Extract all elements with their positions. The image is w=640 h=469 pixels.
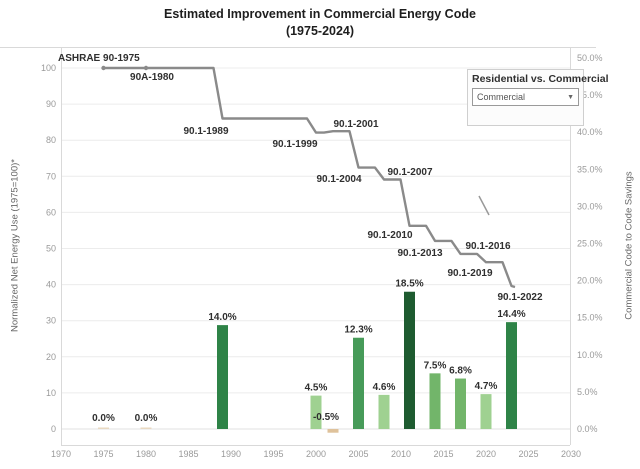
x-tick-label: 2020 xyxy=(476,449,496,459)
x-tick-label: 2030 xyxy=(561,449,581,459)
x-tick-label: 1970 xyxy=(51,449,71,459)
code-bar[interactable] xyxy=(378,394,390,429)
code-bar[interactable] xyxy=(455,378,466,429)
left-tick-label: 90 xyxy=(46,99,56,109)
left-tick-label: 80 xyxy=(46,135,56,145)
code-bar[interactable] xyxy=(140,427,152,430)
bar-value-label: 12.3% xyxy=(344,325,372,336)
x-tick-label: 1990 xyxy=(221,449,241,459)
energy-use-line[interactable] xyxy=(103,66,516,289)
code-bar[interactable] xyxy=(429,373,441,429)
code-annotation: 90.1-1989 xyxy=(183,126,228,137)
filter-panel: Residential vs. Commercial Commercial ▼ xyxy=(467,69,609,126)
right-tick-label: 35.0% xyxy=(577,164,603,174)
code-annotation: 90.1-1999 xyxy=(272,139,317,150)
code-bar[interactable] xyxy=(353,337,364,429)
left-tick-label: 30 xyxy=(46,316,56,326)
bar-value-label: 4.6% xyxy=(373,382,396,393)
left-tick-label: 20 xyxy=(46,352,56,362)
commercial-dropdown[interactable]: Commercial ▼ xyxy=(472,88,579,106)
right-tick-label: 5.0% xyxy=(577,387,598,397)
x-tick-label: 2005 xyxy=(348,449,368,459)
left-tick-label: 0 xyxy=(51,424,56,434)
bar-value-label: 18.5% xyxy=(395,279,423,290)
chart-title: Estimated Improvement in Commercial Ener… xyxy=(164,7,476,21)
left-tick-label: 50 xyxy=(46,244,56,254)
bar-value-label: 14.0% xyxy=(208,312,236,323)
right-tick-label: 45.0% xyxy=(577,90,603,100)
code-annotation: 90A-1980 xyxy=(130,72,174,83)
code-annotation: 90.1-2004 xyxy=(316,174,361,185)
right-tick-label: 40.0% xyxy=(577,127,603,137)
left-tick-label: 70 xyxy=(46,171,56,181)
x-tick-label: 2015 xyxy=(433,449,453,459)
code-annotation: 90.1-2001 xyxy=(333,119,378,130)
code-bar[interactable] xyxy=(217,325,228,429)
code-annotation: ASHRAE 90-1975 xyxy=(58,53,140,64)
dropdown-value: Commercial xyxy=(477,92,526,102)
x-tick-label: 1975 xyxy=(93,449,113,459)
left-tick-label: 40 xyxy=(46,280,56,290)
right-tick-label: 10.0% xyxy=(577,350,603,360)
filter-title: Residential vs. Commercial xyxy=(472,73,609,85)
left-tick-label: 60 xyxy=(46,207,56,217)
right-tick-label: 25.0% xyxy=(577,239,603,249)
annotation-connector xyxy=(478,195,490,216)
left-tick-label: 10 xyxy=(46,388,56,398)
bar-value-label: 4.5% xyxy=(305,383,328,394)
x-tick-label: 2010 xyxy=(391,449,411,459)
code-bar[interactable] xyxy=(480,394,492,429)
bar-value-label: 4.7% xyxy=(475,381,498,392)
chart-subtitle: (1975-2024) xyxy=(285,24,355,38)
code-annotation: 90.1-2022 xyxy=(497,292,542,303)
x-tick-label: 1985 xyxy=(178,449,198,459)
bar-value-label: 0.0% xyxy=(92,413,115,424)
bar-value-label: 14.4% xyxy=(497,309,525,320)
chevron-down-icon: ▼ xyxy=(567,93,574,101)
bar-value-label: 7.5% xyxy=(424,360,447,371)
right-tick-label: 20.0% xyxy=(577,276,603,286)
code-bar[interactable] xyxy=(327,429,339,433)
code-bar[interactable] xyxy=(98,427,109,430)
x-tick-label: 1980 xyxy=(136,449,156,459)
code-annotation: 90.1-2007 xyxy=(387,167,432,178)
code-bar[interactable] xyxy=(310,395,322,429)
left-tick-label: 100 xyxy=(41,63,56,73)
line-marker[interactable] xyxy=(143,65,149,71)
bar-value-label: -0.5% xyxy=(313,412,339,423)
right-tick-label: 50.0% xyxy=(577,53,603,63)
code-annotation: 90.1-2013 xyxy=(397,248,442,259)
x-tick-label: 2025 xyxy=(518,449,538,459)
code-bar[interactable] xyxy=(506,322,517,429)
code-bar[interactable] xyxy=(404,291,415,429)
x-tick-label: 1995 xyxy=(263,449,283,459)
code-annotation: 90.1-2019 xyxy=(447,268,492,279)
right-tick-label: 15.0% xyxy=(577,313,603,323)
code-annotation: 90.1-2016 xyxy=(465,241,510,252)
bar-value-label: 0.0% xyxy=(135,413,158,424)
x-tick-label: 2000 xyxy=(306,449,326,459)
line-marker[interactable] xyxy=(101,65,106,71)
code-annotation: 90.1-2010 xyxy=(367,230,412,241)
right-tick-label: 30.0% xyxy=(577,201,603,211)
right-tick-label: 0.0% xyxy=(577,424,598,434)
bar-value-label: 6.8% xyxy=(449,366,472,377)
